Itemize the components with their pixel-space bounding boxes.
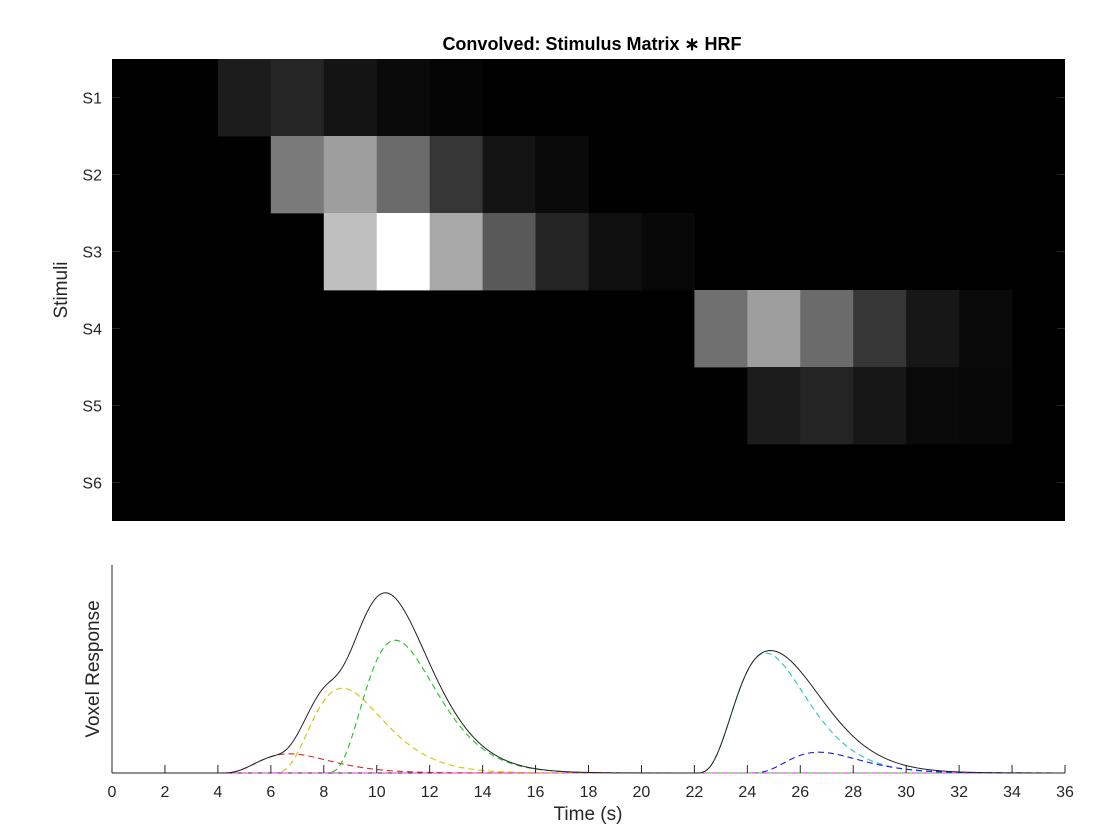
- heatmap-cell-s4-14: [853, 290, 907, 368]
- heatmap-cell-s3-8: [535, 213, 589, 291]
- line-x-label: Time (s): [554, 804, 623, 825]
- x-tick-label-0: 0: [108, 784, 117, 801]
- line-x-ticks: 0 2 4 6 8 10 12 14 16 18 20 22 24 26 28 30 32 34 36: [108, 765, 1074, 801]
- heatmap-cell-s1-6: [429, 59, 484, 137]
- row-label-s4: S4: [82, 322, 102, 339]
- x-tick-label-22: 22: [685, 784, 703, 801]
- line-y-label: Voxel Response: [83, 600, 104, 737]
- heatmap-cell-s1-5: [376, 59, 431, 137]
- heatmap-cell-s4-11: [694, 290, 748, 368]
- x-tick-label-4: 4: [213, 784, 222, 801]
- heatmap-cell-s5-13: [800, 367, 854, 445]
- heatmap-tick-marks: [112, 97, 1065, 483]
- heatmap-cell-s2-7: [482, 136, 536, 214]
- x-tick-label-2: 2: [160, 784, 169, 801]
- heatmap-cell-s4-16: [959, 290, 1013, 368]
- heatmap-cell-s2-4: [323, 136, 378, 214]
- heatmap-cell-s1-4: [323, 59, 378, 137]
- heatmap-y-label: Stimuli: [51, 261, 72, 318]
- series-line-2: [112, 687, 1065, 774]
- heatmap-cell-s3-7: [482, 213, 536, 291]
- heatmap-cell-s3-5: [376, 213, 431, 291]
- row-label-s3: S3: [82, 245, 102, 262]
- x-tick-label-20: 20: [633, 784, 651, 801]
- heatmap-cell-s4-15: [906, 290, 960, 368]
- x-tick-label-32: 32: [950, 784, 968, 801]
- x-tick-label-34: 34: [1003, 784, 1021, 801]
- heatmap-cell-s3-4: [323, 213, 378, 291]
- heatmap-row-labels: S1 S2 S3 S4 S5 S6: [82, 91, 102, 493]
- x-tick-label-36: 36: [1056, 784, 1074, 801]
- row-label-s6: S6: [82, 476, 102, 493]
- line-axes: 0 2 4 6 8 10 12 14 16 18 20 22 24 26 28 30 32 34 36 Time (…: [83, 565, 1074, 825]
- heatmap-cell-s2-6: [429, 136, 484, 214]
- heatmap-cell-s3-10: [641, 213, 695, 291]
- x-tick-label-8: 8: [319, 784, 328, 801]
- series-line-4: [112, 652, 1066, 774]
- x-tick-label-18: 18: [580, 784, 598, 801]
- row-label-s1: S1: [82, 91, 102, 108]
- heatmap-title: Convolved: Stimulus Matrix ∗ HRF: [442, 34, 741, 54]
- heatmap-cells: [217, 59, 1013, 445]
- x-tick-label-16: 16: [527, 784, 545, 801]
- line-series-group: [112, 592, 1066, 774]
- series-line-3: [112, 639, 1065, 774]
- heatmap-cell-s4-12: [747, 290, 801, 368]
- heatmap-cell-s5-15: [906, 367, 960, 445]
- heatmap-cell-s5-12: [747, 367, 801, 445]
- heatmap-cell-s3-6: [429, 213, 484, 291]
- heatmap-cell-s5-16: [959, 367, 1013, 445]
- heatmap-cell-s2-5: [376, 136, 431, 214]
- x-tick-label-26: 26: [791, 784, 809, 801]
- x-tick-label-30: 30: [897, 784, 915, 801]
- heatmap-cell-s2-3: [270, 136, 325, 214]
- heatmap-cell-s5-14: [853, 367, 907, 445]
- heatmap-axes: Convolved: Stimulus Matrix ∗ HRF S1S2S3S…: [51, 34, 1065, 521]
- x-tick-label-14: 14: [474, 784, 492, 801]
- x-tick-label-12: 12: [421, 784, 439, 801]
- heatmap-cell-s1-3: [270, 59, 325, 137]
- heatmap-cell-s3-9: [588, 213, 642, 291]
- heatmap-cell-s1-2: [217, 59, 272, 137]
- x-tick-label-6: 6: [266, 784, 275, 801]
- row-label-s5: S5: [82, 399, 102, 416]
- sum-line: [112, 592, 1065, 774]
- x-tick-label-24: 24: [738, 784, 756, 801]
- heatmap-cell-s2-8: [535, 136, 589, 214]
- heatmap-cell-s4-13: [800, 290, 854, 368]
- x-tick-label-28: 28: [844, 784, 862, 801]
- row-label-s2: S2: [82, 168, 102, 185]
- x-tick-label-10: 10: [368, 784, 386, 801]
